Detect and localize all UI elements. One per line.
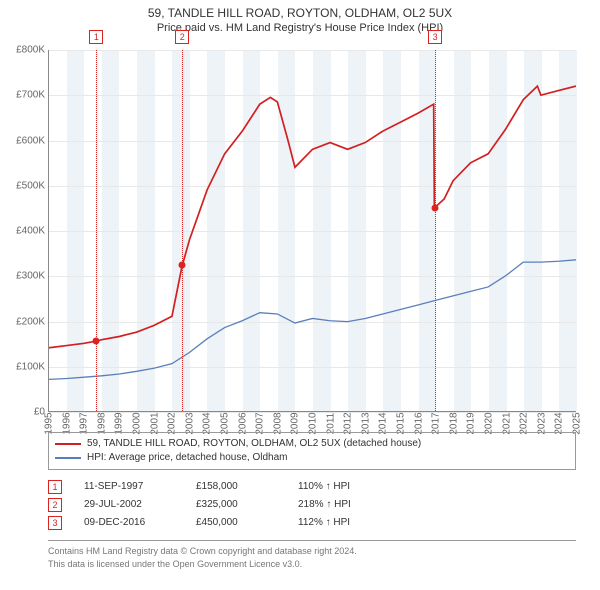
transaction-row: 2 29-JUL-2002 £325,000 218% ↑ HPI <box>48 496 576 514</box>
footer-line: This data is licensed under the Open Gov… <box>48 558 576 571</box>
tx-date: 29-JUL-2002 <box>84 496 174 514</box>
tx-pct: 112% ↑ HPI <box>298 514 388 532</box>
tx-price: £450,000 <box>196 514 276 532</box>
chart-svg <box>49 50 576 411</box>
marker-box: 2 <box>175 30 189 44</box>
legend-label: 59, TANDLE HILL ROAD, ROYTON, OLDHAM, OL… <box>87 437 421 451</box>
chart-title: 59, TANDLE HILL ROAD, ROYTON, OLDHAM, OL… <box>0 0 600 22</box>
tx-pct: 110% ↑ HPI <box>298 478 388 496</box>
legend-label: HPI: Average price, detached house, Oldh… <box>87 451 288 465</box>
legend-swatch <box>55 443 81 445</box>
series-line-price_paid <box>49 86 576 348</box>
transaction-row: 1 11-SEP-1997 £158,000 110% ↑ HPI <box>48 478 576 496</box>
tx-marker: 2 <box>48 498 62 512</box>
legend-row: 59, TANDLE HILL ROAD, ROYTON, OLDHAM, OL… <box>55 437 569 451</box>
transaction-table: 1 11-SEP-1997 £158,000 110% ↑ HPI 2 29-JUL-20… <box>48 478 576 532</box>
marker-box: 3 <box>428 30 442 44</box>
y-tick-label: £300K <box>5 271 45 282</box>
tx-marker: 3 <box>48 516 62 530</box>
marker-box: 1 <box>89 30 103 44</box>
y-tick-label: £800K <box>5 45 45 56</box>
y-tick-label: £700K <box>5 90 45 101</box>
series-line-hpi <box>49 260 576 380</box>
legend-swatch <box>55 457 81 459</box>
tx-pct: 218% ↑ HPI <box>298 496 388 514</box>
footer: Contains HM Land Registry data © Crown c… <box>48 540 576 571</box>
tx-date: 11-SEP-1997 <box>84 478 174 496</box>
y-tick-label: £500K <box>5 180 45 191</box>
chart-plot-area: £0£100K£200K£300K£400K£500K£600K£700K£80… <box>48 50 576 412</box>
legend-row: HPI: Average price, detached house, Oldh… <box>55 451 569 465</box>
tx-date: 09-DEC-2016 <box>84 514 174 532</box>
y-tick-label: £0 <box>5 407 45 418</box>
tx-price: £325,000 <box>196 496 276 514</box>
y-tick-label: £100K <box>5 361 45 372</box>
y-tick-label: £200K <box>5 316 45 327</box>
legend: 59, TANDLE HILL ROAD, ROYTON, OLDHAM, OL… <box>48 432 576 470</box>
tx-price: £158,000 <box>196 478 276 496</box>
y-tick-label: £400K <box>5 226 45 237</box>
footer-line: Contains HM Land Registry data © Crown c… <box>48 545 576 558</box>
transaction-row: 3 09-DEC-2016 £450,000 112% ↑ HPI <box>48 514 576 532</box>
tx-marker: 1 <box>48 480 62 494</box>
y-tick-label: £600K <box>5 135 45 146</box>
